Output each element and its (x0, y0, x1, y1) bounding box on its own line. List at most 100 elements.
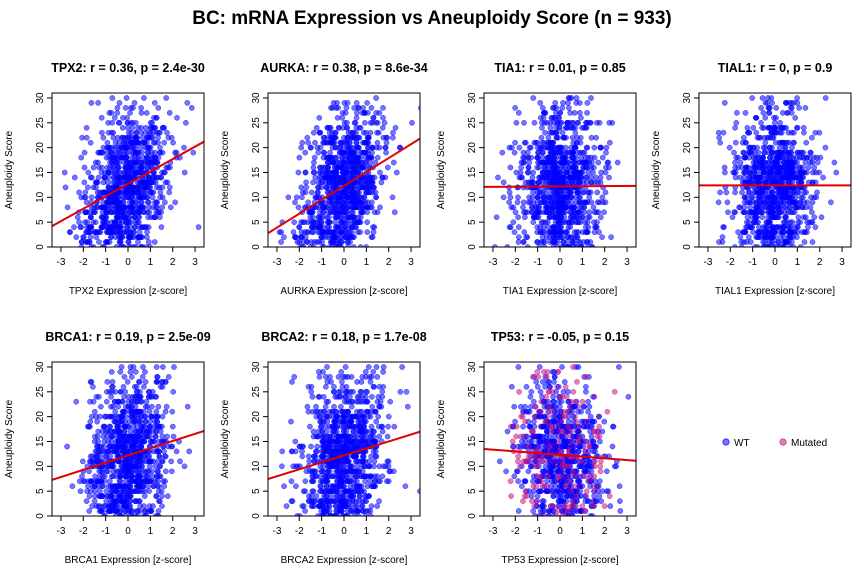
data-point-wt (130, 189, 137, 196)
data-point-wt (602, 199, 609, 206)
data-point-wt (117, 493, 124, 499)
data-point-wt (517, 169, 524, 176)
data-point-wt (140, 364, 146, 370)
data-point-wt (155, 154, 162, 161)
data-point-wt (116, 433, 123, 440)
data-point-wt (329, 139, 336, 146)
data-point-wt (107, 423, 113, 430)
data-point-wt (142, 189, 149, 196)
data-point-wt (144, 229, 150, 235)
data-point-wt (577, 209, 584, 216)
data-point-wt (344, 174, 350, 181)
data-point-wt (127, 468, 133, 475)
data-point-wt (145, 239, 152, 245)
data-point-wt (568, 95, 575, 101)
data-point-wt (765, 174, 771, 181)
data-point-wt (381, 119, 388, 126)
data-point-wt (295, 204, 302, 211)
data-point-wt (559, 129, 566, 136)
data-point-wt (796, 105, 802, 111)
data-point-wt (319, 179, 326, 186)
data-point-wt (801, 129, 807, 136)
x-tick-label: 3 (624, 257, 630, 268)
data-point-wt (550, 105, 556, 111)
data-point-wt (157, 129, 163, 136)
data-point-wt (593, 209, 600, 216)
data-point-wt (136, 433, 142, 440)
data-point-wt (768, 95, 775, 101)
data-point-wt (155, 403, 162, 410)
data-point-wt (772, 194, 779, 201)
data-point-wt (104, 199, 111, 206)
x-tick-label: 3 (839, 257, 845, 268)
data-point-wt (801, 239, 808, 245)
regression-line (52, 429, 204, 481)
data-point-wt (512, 105, 518, 111)
y-tick-label: 20 (35, 142, 46, 154)
data-point-wt (567, 209, 574, 216)
data-point-wt (101, 438, 108, 445)
data-point-wt (83, 134, 90, 141)
data-point-wt (166, 184, 173, 191)
y-tick-label: 30 (35, 361, 46, 373)
data-point-wt (782, 100, 789, 106)
data-point-wt (562, 179, 569, 186)
data-point-wt (344, 124, 351, 131)
data-point-wt (770, 234, 777, 240)
data-point-wt (153, 393, 159, 400)
data-point-wt (168, 468, 175, 475)
data-point-wt (542, 129, 548, 136)
data-point-wt (345, 164, 352, 171)
data-point-wt (154, 374, 161, 380)
y-axis-label: Aneuploidy Score (4, 130, 15, 209)
data-point-wt (132, 458, 139, 465)
data-point-wt (356, 219, 363, 226)
data-point-wt (110, 463, 117, 470)
data-point-wt (721, 164, 728, 171)
data-point-wt (81, 149, 88, 156)
data-point-wt (599, 154, 606, 161)
data-point-wt (353, 139, 360, 146)
data-point-wt (540, 224, 547, 230)
data-point-wt (520, 239, 527, 245)
data-point-wt (563, 194, 570, 201)
data-point-wt (526, 144, 533, 151)
data-point-wt (786, 179, 792, 186)
data-point-wt (98, 169, 105, 176)
data-point-wt (715, 199, 722, 206)
data-point-wt (831, 159, 838, 166)
data-point-wt (122, 513, 129, 516)
data-point-wt (154, 468, 161, 475)
data-point-wt (786, 139, 793, 146)
data-point-wt (127, 433, 134, 440)
data-point-wt (755, 164, 761, 171)
y-tick-label: 0 (251, 244, 262, 250)
data-point-wt (103, 498, 110, 504)
data-point-wt (312, 139, 318, 146)
data-point-wt (732, 189, 738, 196)
data-point-wt (319, 234, 326, 240)
data-point-wt (113, 508, 119, 514)
data-point-wt (723, 189, 730, 196)
data-point-wt (144, 433, 151, 440)
data-point-wt (596, 199, 603, 206)
data-point-wt (157, 214, 163, 221)
data-point-wt (772, 139, 779, 146)
data-point-wt (104, 379, 111, 385)
data-point-wt (152, 418, 158, 425)
data-point-wt (138, 105, 144, 111)
data-point-wt (357, 229, 364, 235)
data-point-wt (184, 403, 191, 410)
data-point-wt (783, 189, 790, 196)
data-point-wt (183, 119, 189, 126)
data-point-wt (746, 169, 753, 176)
data-point-wt (721, 100, 728, 106)
data-point-wt (557, 159, 564, 166)
data-point-wt (781, 234, 787, 240)
data-point-wt (321, 139, 327, 146)
data-point-wt (317, 129, 324, 136)
data-point-wt (572, 209, 579, 216)
data-point-wt (383, 149, 389, 156)
data-point-wt (157, 189, 164, 196)
data-point-wt (531, 119, 538, 126)
